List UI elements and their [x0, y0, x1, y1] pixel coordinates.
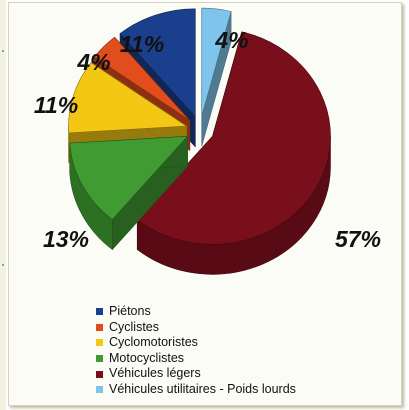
pie-slice-6 — [201, 7, 232, 147]
legend-item: Cyclistes — [96, 320, 296, 336]
legend-label: Cyclistes — [109, 319, 160, 334]
legend-label: Véhicules utilitaires - Poids lourds — [109, 381, 296, 396]
slice-label-5: 57% — [335, 226, 381, 252]
legend-item: Cyclomotoristes — [96, 335, 296, 351]
slice-top-face — [69, 136, 188, 220]
slice-top-face — [94, 36, 191, 121]
left-margin-strip — [0, 0, 6, 410]
slice-label-1: 11% — [120, 31, 164, 57]
slice-top-face — [201, 7, 232, 117]
slice-top-face — [68, 62, 187, 134]
slice-top-face — [136, 31, 331, 245]
legend-label: Véhicules légers — [109, 366, 201, 381]
slice-label-2: 4% — [76, 49, 110, 75]
legend-swatch — [96, 308, 103, 316]
legend-item: Piétons — [96, 304, 296, 320]
legend-item: Motocyclistes — [96, 351, 296, 367]
legend-swatch — [96, 323, 103, 331]
legend-swatch — [96, 355, 103, 363]
chart-legend: Piétons Cyclistes Cyclomotoristes Motocycli… — [96, 304, 296, 398]
legend-label: Cyclomotoristes — [109, 335, 198, 350]
slice-label-6: 4% — [214, 27, 248, 53]
pie-slice-4 — [69, 136, 188, 250]
legend-swatch — [96, 339, 103, 347]
margin-mark — [2, 50, 4, 52]
legend-label: Motocyclistes — [109, 350, 185, 365]
pie-slices — [68, 7, 331, 275]
pie-labels: 11% 4% 11% 13% 57% 4% — [34, 27, 381, 252]
slice-label-3: 11% — [34, 92, 78, 118]
legend-label: Piétons — [109, 304, 151, 318]
legend-item: Véhicules utilitaires - Poids lourds — [96, 382, 296, 398]
legend-swatch — [96, 386, 103, 394]
legend-swatch — [96, 370, 103, 378]
slice-label-4: 13% — [43, 226, 89, 252]
slice-top-face — [119, 8, 196, 118]
margin-mark — [2, 264, 4, 266]
legend-item: Véhicules légers — [96, 366, 296, 382]
pie-slice-5 — [136, 31, 331, 275]
